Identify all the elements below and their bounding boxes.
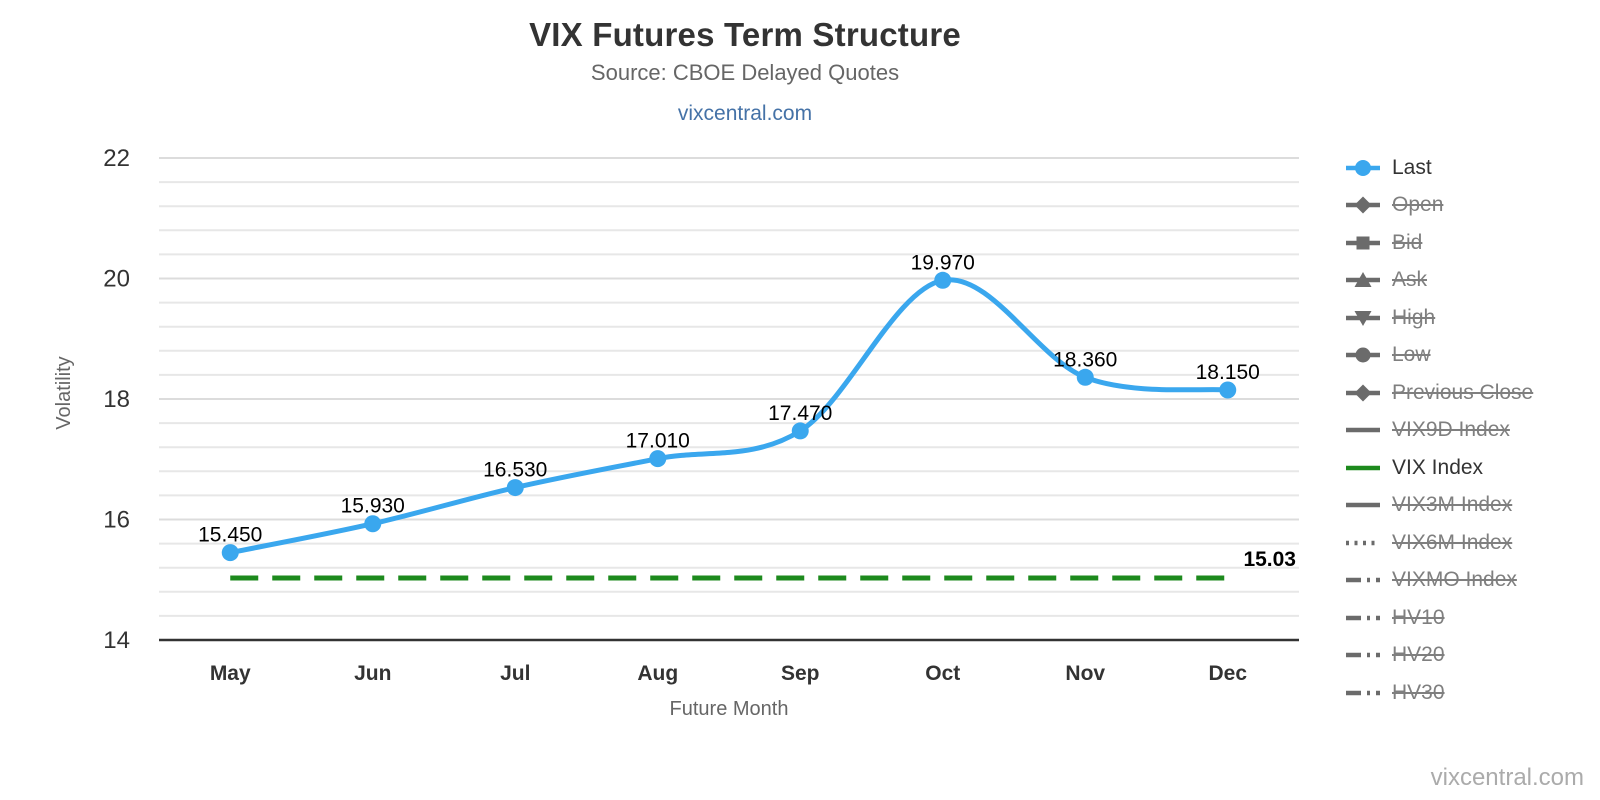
legend-item-vix3m-index[interactable]: VIX3M Index [1346, 487, 1533, 525]
legend-item-bid[interactable]: Bid [1346, 224, 1533, 262]
y-tick-label: 20 [103, 266, 130, 293]
data-point-oct[interactable] [934, 271, 952, 289]
legend-label-vix9d-index: VIX9D Index [1392, 418, 1510, 442]
x-tick-label-sep: Sep [781, 662, 820, 685]
legend-item-vix9d-index[interactable]: VIX9D Index [1346, 412, 1533, 450]
data-point-label-nov: 18.360 [1053, 348, 1117, 371]
legend-item-hv20[interactable]: HV20 [1346, 637, 1533, 675]
x-tick-label-nov: Nov [1065, 662, 1105, 685]
legend-item-ask[interactable]: Ask [1346, 262, 1533, 300]
legend-marker-square-icon [1346, 236, 1380, 250]
legend-item-vix6m-index[interactable]: VIX6M Index [1346, 524, 1533, 562]
legend: Last Open Bid Ask High Low Previous Close VIX9D… [1346, 149, 1533, 712]
chart-header: VIX Futures Term Structure Source: CBOE … [0, 0, 1490, 126]
legend-label-low: Low [1392, 343, 1431, 367]
legend-line-dashdot-icon [1346, 690, 1380, 695]
data-point-label-sep: 17.470 [768, 402, 832, 425]
legend-line-dotted-icon [1346, 540, 1380, 545]
x-tick-label-jun: Jun [354, 662, 391, 685]
legend-item-hv30[interactable]: HV30 [1346, 674, 1533, 712]
legend-label-ask: Ask [1392, 268, 1428, 292]
legend-item-high[interactable]: High [1346, 299, 1533, 337]
data-point-sep[interactable] [791, 422, 809, 440]
data-point-nov[interactable] [1076, 368, 1094, 386]
legend-item-open[interactable]: Open [1346, 187, 1533, 225]
legend-item-vix-index[interactable]: VIX Index [1346, 449, 1533, 487]
data-point-dec[interactable] [1219, 381, 1237, 399]
data-point-label-jul: 16.530 [483, 459, 547, 482]
legend-marker-circle-icon [1346, 159, 1380, 176]
legend-item-vixmo-index[interactable]: VIXMO Index [1346, 562, 1533, 600]
legend-line-solid-icon [1346, 428, 1380, 433]
data-point-may[interactable] [221, 544, 239, 562]
legend-line-solid-icon [1346, 503, 1380, 508]
data-point-label-jun: 15.930 [341, 495, 405, 518]
legend-label-vixmo-index: VIXMO Index [1392, 568, 1517, 592]
legend-marker-triangle-down-icon [1346, 310, 1380, 326]
legend-item-hv10[interactable]: HV10 [1346, 599, 1533, 637]
x-tick-label-jul: Jul [500, 662, 530, 685]
y-tick-label: 16 [103, 507, 130, 534]
legend-marker-triangle-up-icon [1346, 272, 1380, 288]
x-tick-label-dec: Dec [1208, 662, 1247, 685]
legend-marker-diamond-icon [1346, 196, 1380, 214]
x-tick-label-aug: Aug [637, 662, 678, 685]
legend-line-dashdot-icon [1346, 578, 1380, 583]
data-point-jul[interactable] [506, 479, 524, 497]
x-axis-title: Future Month [669, 698, 789, 720]
y-tick-label: 18 [103, 386, 130, 413]
vix-index-value-label: 15.03 [1243, 548, 1296, 571]
legend-label-bid: Bid [1392, 230, 1423, 254]
legend-marker-diamond-icon [1346, 384, 1380, 402]
legend-item-last[interactable]: Last [1346, 149, 1533, 187]
data-point-label-aug: 17.010 [626, 430, 690, 453]
y-tick-label: 22 [103, 145, 130, 172]
legend-label-vix3m-index: VIX3M Index [1392, 493, 1513, 517]
legend-label-high: High [1392, 305, 1436, 329]
legend-label-hv10: HV10 [1392, 605, 1445, 629]
legend-marker-circle-icon [1346, 347, 1380, 363]
data-point-label-may: 15.450 [198, 524, 262, 547]
chart-subtitle: Source: CBOE Delayed Quotes [590, 60, 900, 85]
legend-item-previous-close[interactable]: Previous Close [1346, 374, 1533, 412]
legend-label-hv30: HV30 [1392, 680, 1445, 704]
data-point-label-oct: 19.970 [911, 251, 975, 274]
legend-label-last: Last [1392, 155, 1432, 179]
credits-link[interactable]: vixcentral.com [1430, 764, 1584, 791]
data-point-jun[interactable] [364, 515, 382, 533]
legend-line-dashdot-icon [1346, 653, 1380, 658]
chart-title: VIX Futures Term Structure [529, 16, 961, 53]
x-tick-label-may: May [210, 662, 251, 685]
x-tick-label-oct: Oct [925, 662, 960, 685]
legend-label-hv20: HV20 [1392, 643, 1445, 667]
legend-line-solid-icon [1346, 465, 1380, 470]
legend-item-low[interactable]: Low [1346, 337, 1533, 375]
legend-line-dashdot-icon [1346, 615, 1380, 620]
legend-label-vix6m-index: VIX6M Index [1392, 530, 1513, 554]
last-series-line[interactable] [227, 277, 1231, 556]
vixcentral-link[interactable]: vixcentral.com [677, 102, 813, 125]
y-axis-title: Volatility [53, 356, 75, 430]
data-point-label-dec: 18.150 [1196, 361, 1260, 384]
legend-label-vix-index: VIX Index [1392, 455, 1484, 479]
legend-label-previous-close: Previous Close [1392, 380, 1534, 404]
data-point-aug[interactable] [649, 450, 667, 468]
y-tick-label: 14 [103, 627, 130, 654]
legend-label-open: Open [1392, 193, 1444, 217]
